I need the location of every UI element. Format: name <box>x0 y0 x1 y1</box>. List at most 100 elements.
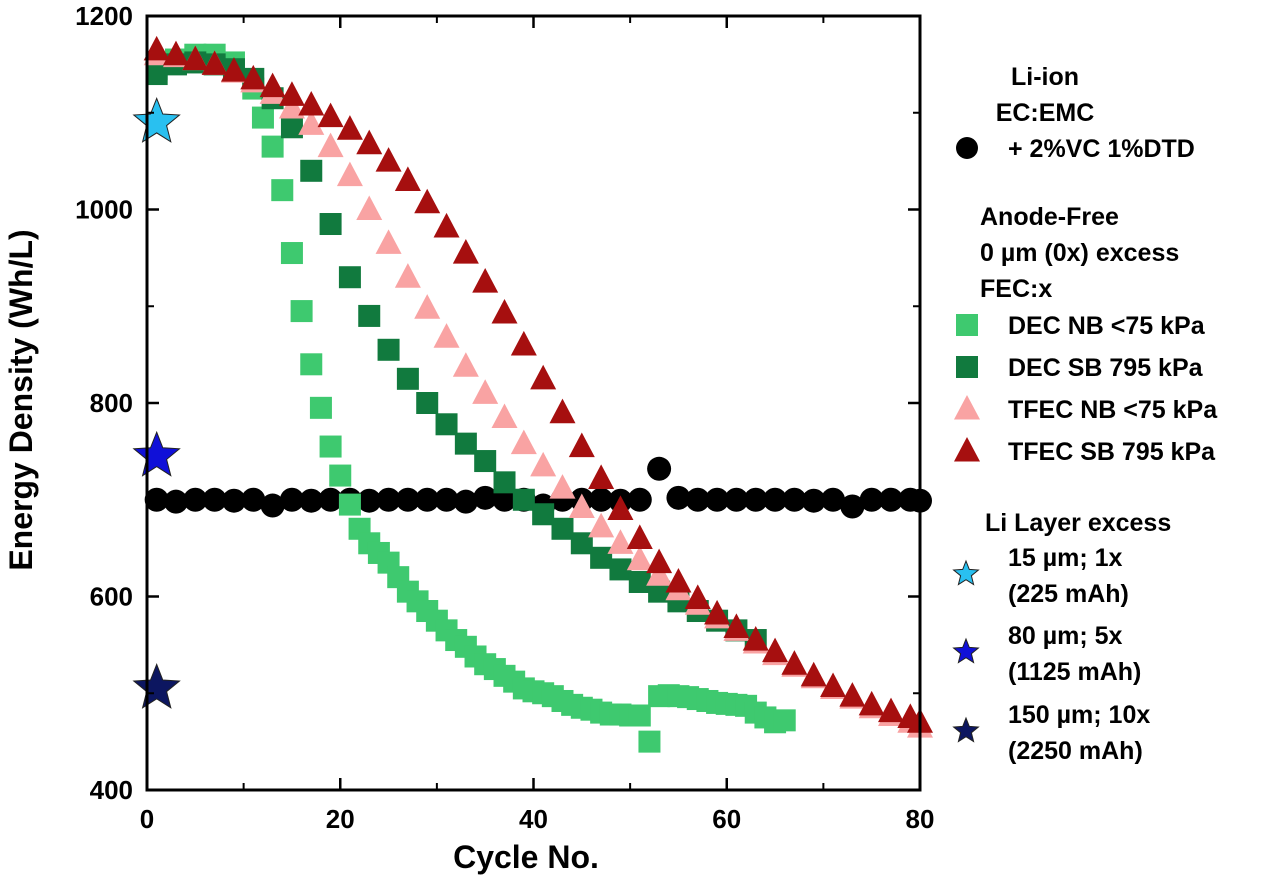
data-point-circle <box>859 487 884 512</box>
data-point-triangle <box>375 147 402 172</box>
data-point-square <box>300 353 323 376</box>
data-point-square <box>358 304 381 327</box>
data-point-triangle <box>162 40 189 66</box>
legend-title-anode-free: Anode-Free <box>980 203 1119 231</box>
data-point-triangle <box>491 403 518 429</box>
data-point-triangle <box>452 352 479 377</box>
data-point-triangle <box>472 268 499 293</box>
data-point-triangle <box>723 613 750 638</box>
data-point-triangle <box>684 584 711 609</box>
data-point-triangle <box>858 690 885 716</box>
data-point-triangle <box>259 72 286 98</box>
data-point-square <box>628 704 651 727</box>
y-axis-title: Energy Density (Wh/L) <box>3 229 39 570</box>
data-point-triangle <box>298 90 325 116</box>
data-point-triangle <box>704 599 731 625</box>
legend: Li-ion EC:EMC + 2%VC 1%DTD Anode-Free 0 µm (… <box>952 63 1218 765</box>
series-7 <box>132 663 181 709</box>
data-point-triangle <box>646 548 673 574</box>
data-point-triangle <box>452 238 479 264</box>
data-point-square <box>512 488 535 511</box>
data-point-triangle <box>588 464 615 489</box>
data-point-triangle <box>510 429 537 455</box>
data-point-triangle <box>182 45 209 71</box>
data-point-square <box>271 179 294 202</box>
data-point-square <box>377 338 400 361</box>
series-1 <box>145 43 796 753</box>
data-point-triangle <box>800 661 827 687</box>
data-point-circle <box>627 487 652 512</box>
data-marks <box>132 35 933 753</box>
data-point-square <box>145 63 168 86</box>
data-point-circle <box>666 485 691 510</box>
data-point-triangle <box>549 398 576 424</box>
data-point-circle <box>685 487 710 512</box>
data-point-triangle <box>646 561 673 586</box>
legend-marker-square <box>956 314 978 336</box>
data-point-circle <box>183 487 208 512</box>
data-point-square <box>290 300 313 323</box>
legend-marker-triangle <box>954 394 980 420</box>
data-point-square <box>300 159 323 182</box>
data-point-triangle <box>220 57 247 82</box>
data-point-circle <box>705 487 730 512</box>
y-tick-label: 600 <box>90 582 133 612</box>
data-point-square <box>773 709 796 732</box>
data-point-triangle <box>278 93 305 119</box>
data-point-triangle <box>240 64 267 90</box>
data-point-square <box>319 435 342 458</box>
data-point-circle <box>821 487 846 512</box>
data-point-triangle <box>607 495 634 520</box>
legend-label-star: 15 µm; 1x <box>1008 544 1123 572</box>
data-point-triangle <box>839 682 866 707</box>
legend-label-star: 80 µm; 5x <box>1008 622 1123 650</box>
x-tick-label: 60 <box>712 804 741 834</box>
data-point-circle <box>743 487 768 512</box>
data-point-square <box>319 213 342 236</box>
data-point-triangle <box>394 166 421 192</box>
legend-marker-square <box>956 356 978 378</box>
data-point-square <box>261 135 284 158</box>
data-point-square <box>435 413 458 436</box>
data-point-circle <box>357 488 382 513</box>
data-point-square <box>532 503 555 526</box>
data-point-triangle <box>356 129 383 155</box>
data-point-square <box>416 392 439 414</box>
data-point-square <box>396 367 419 390</box>
data-point-square <box>251 106 274 129</box>
x-axis-title: Cycle No. <box>453 839 599 875</box>
data-point-triangle <box>781 650 808 675</box>
data-point-square <box>609 558 632 581</box>
legend-label-star-capacity: (1125 mAh) <box>1008 658 1141 686</box>
legend-label-series: DEC NB <75 kPa <box>1008 312 1206 340</box>
data-point-circle <box>241 487 266 512</box>
data-point-triangle <box>375 229 402 254</box>
data-point-square <box>280 116 303 139</box>
data-point-triangle <box>762 637 789 663</box>
data-point-triangle <box>414 294 441 319</box>
data-point-triangle <box>530 451 557 477</box>
data-point-circle <box>589 487 614 512</box>
data-point-square <box>638 730 661 753</box>
data-point-star <box>132 97 181 143</box>
data-point-circle <box>279 487 304 512</box>
data-point-square <box>590 546 613 569</box>
data-point-circle <box>163 489 188 514</box>
legend-label-series: DEC SB 795 kPa <box>1008 354 1204 382</box>
data-point-triangle <box>820 672 847 698</box>
data-point-circle <box>202 487 227 512</box>
data-point-triangle <box>336 161 363 187</box>
data-point-triangle <box>394 263 421 288</box>
data-point-circle <box>492 487 517 512</box>
data-point-circle <box>724 487 749 512</box>
data-point-triangle <box>143 35 170 61</box>
legend-title-electrolyte: EC:EMC <box>996 99 1095 127</box>
series-4 <box>143 35 933 733</box>
data-point-star <box>132 430 181 477</box>
data-point-circle <box>221 488 246 513</box>
y-tick-label: 1000 <box>75 195 133 225</box>
data-point-square <box>628 570 651 593</box>
data-point-triangle <box>201 50 228 75</box>
data-point-square <box>570 532 593 555</box>
